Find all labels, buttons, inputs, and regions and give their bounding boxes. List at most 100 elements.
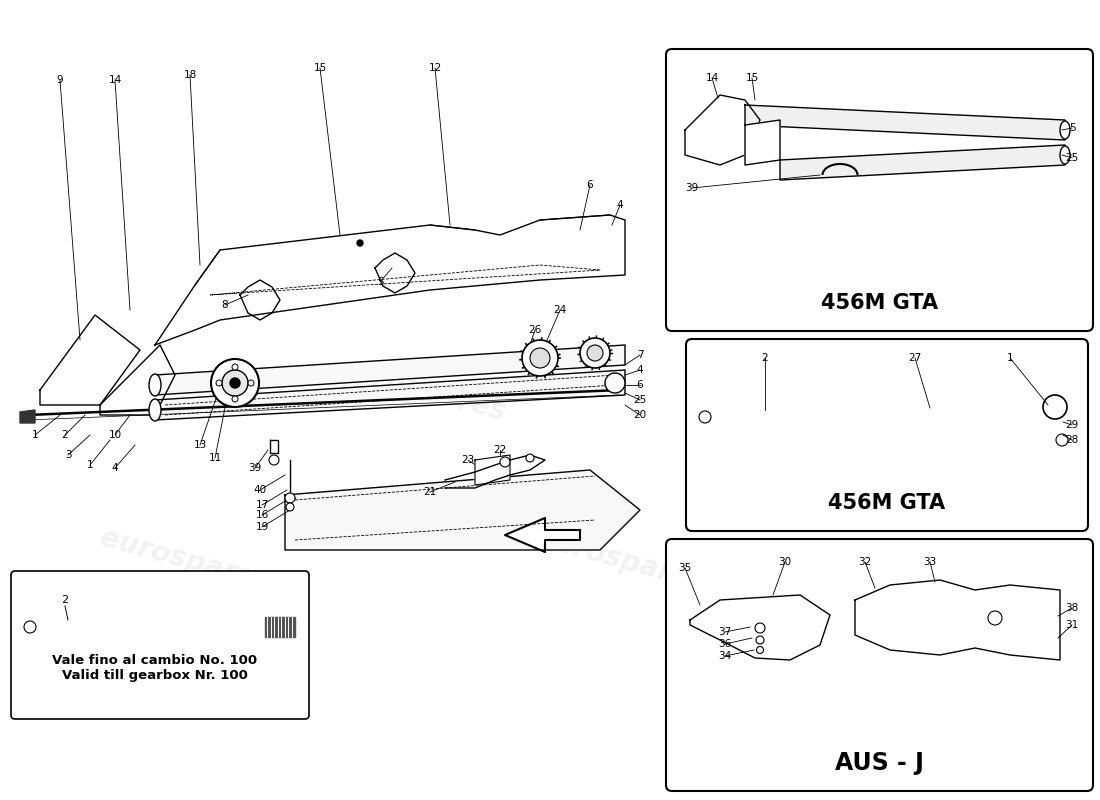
- Polygon shape: [475, 455, 510, 485]
- Polygon shape: [155, 370, 625, 420]
- Text: 37: 37: [718, 627, 732, 637]
- Ellipse shape: [1060, 121, 1070, 139]
- Text: 26: 26: [528, 325, 541, 335]
- Text: 11: 11: [208, 453, 221, 463]
- Text: 35: 35: [679, 563, 692, 573]
- Text: 2: 2: [761, 353, 768, 363]
- Ellipse shape: [1060, 146, 1070, 164]
- Text: 25: 25: [1066, 153, 1079, 163]
- Circle shape: [232, 396, 238, 402]
- Text: 456M GTA: 456M GTA: [828, 493, 946, 513]
- FancyBboxPatch shape: [666, 539, 1093, 791]
- Circle shape: [580, 338, 611, 368]
- Text: 15: 15: [746, 73, 759, 83]
- Text: 2: 2: [62, 595, 68, 605]
- Text: 16: 16: [255, 510, 268, 520]
- Text: 13: 13: [194, 440, 207, 450]
- Text: eurospares: eurospares: [732, 354, 909, 426]
- Text: 39: 39: [249, 463, 262, 473]
- Polygon shape: [155, 345, 625, 395]
- Text: 34: 34: [718, 651, 732, 661]
- Polygon shape: [745, 105, 1065, 140]
- Polygon shape: [285, 470, 640, 550]
- Text: 6: 6: [586, 180, 593, 190]
- Circle shape: [500, 457, 510, 467]
- Text: 1: 1: [87, 460, 94, 470]
- Text: 21: 21: [424, 487, 437, 497]
- Text: 3: 3: [65, 450, 72, 460]
- Text: 17: 17: [255, 500, 268, 510]
- Circle shape: [222, 370, 248, 396]
- Text: Vale fino al cambio No. 100: Vale fino al cambio No. 100: [53, 654, 257, 666]
- Polygon shape: [690, 595, 830, 660]
- Text: 22: 22: [494, 445, 507, 455]
- Polygon shape: [40, 315, 140, 405]
- Circle shape: [24, 621, 36, 633]
- Circle shape: [286, 503, 294, 511]
- Text: 6: 6: [637, 380, 644, 390]
- Polygon shape: [20, 410, 35, 423]
- Circle shape: [526, 454, 534, 462]
- Polygon shape: [685, 95, 760, 165]
- Circle shape: [248, 380, 254, 386]
- Circle shape: [757, 646, 763, 654]
- Polygon shape: [745, 120, 780, 165]
- Polygon shape: [780, 145, 1065, 180]
- Circle shape: [211, 359, 258, 407]
- Circle shape: [1043, 395, 1067, 419]
- Text: 4: 4: [637, 365, 644, 375]
- Text: 30: 30: [779, 557, 792, 567]
- Circle shape: [285, 493, 295, 503]
- Circle shape: [587, 345, 603, 361]
- Text: 1: 1: [1006, 353, 1013, 363]
- Circle shape: [270, 455, 279, 465]
- Circle shape: [230, 378, 240, 388]
- Polygon shape: [505, 518, 580, 552]
- Text: Valid till gearbox Nr. 100: Valid till gearbox Nr. 100: [62, 669, 248, 682]
- Text: eurospares: eurospares: [97, 524, 274, 596]
- Text: 19: 19: [255, 522, 268, 532]
- Circle shape: [358, 240, 363, 246]
- Text: 27: 27: [909, 353, 922, 363]
- Ellipse shape: [148, 399, 161, 421]
- FancyBboxPatch shape: [666, 49, 1093, 331]
- Text: 32: 32: [858, 557, 871, 567]
- Polygon shape: [100, 345, 175, 415]
- Text: 40: 40: [253, 485, 266, 495]
- Circle shape: [232, 364, 238, 370]
- Text: 5: 5: [1069, 123, 1076, 133]
- Text: 25: 25: [634, 395, 647, 405]
- Text: 4: 4: [617, 200, 624, 210]
- Text: 8: 8: [222, 300, 229, 310]
- Text: 456M GTA: 456M GTA: [821, 293, 938, 313]
- FancyBboxPatch shape: [11, 571, 309, 719]
- Text: eurospares: eurospares: [331, 354, 508, 426]
- Circle shape: [216, 380, 222, 386]
- Text: 33: 33: [923, 557, 936, 567]
- Text: 31: 31: [1066, 620, 1079, 630]
- FancyBboxPatch shape: [686, 339, 1088, 531]
- Text: AUS - J: AUS - J: [835, 751, 924, 775]
- Circle shape: [522, 340, 558, 376]
- Text: 38: 38: [1066, 603, 1079, 613]
- Text: 39: 39: [685, 183, 698, 193]
- Polygon shape: [155, 215, 625, 345]
- Ellipse shape: [148, 374, 161, 396]
- Text: 2: 2: [62, 430, 68, 440]
- Text: 9: 9: [57, 75, 64, 85]
- Text: 7: 7: [637, 350, 644, 360]
- Text: 14: 14: [109, 75, 122, 85]
- Circle shape: [1056, 434, 1068, 446]
- Polygon shape: [855, 580, 1060, 660]
- Text: 1: 1: [32, 430, 39, 440]
- Circle shape: [756, 636, 764, 644]
- Text: 4: 4: [112, 463, 119, 473]
- Text: 15: 15: [314, 63, 327, 73]
- Text: 20: 20: [634, 410, 647, 420]
- Text: 12: 12: [428, 63, 441, 73]
- Circle shape: [755, 623, 764, 633]
- Text: 36: 36: [718, 639, 732, 649]
- Circle shape: [698, 411, 711, 423]
- Text: 18: 18: [184, 70, 197, 80]
- Text: 28: 28: [1066, 435, 1079, 445]
